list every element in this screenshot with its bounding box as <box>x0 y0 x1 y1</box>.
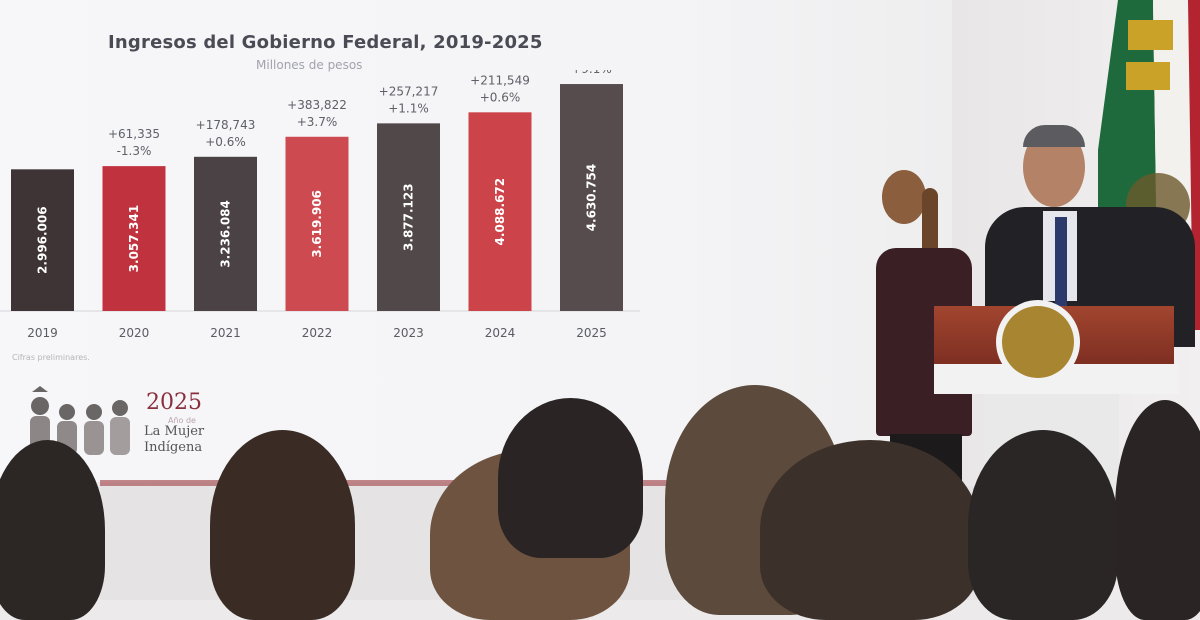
bar-2023 <box>377 123 440 311</box>
pct-change-label: +3.7% <box>297 115 338 129</box>
bar-value-label: 3.877.123 <box>402 183 416 251</box>
chart-title: Ingresos del Gobierno Federal, 2019-2025 <box>108 32 543 53</box>
audience-head <box>760 440 980 620</box>
pct-change-label: +9.1% <box>571 70 612 76</box>
bar-2025 <box>560 84 623 312</box>
audience-head <box>1115 400 1200 620</box>
bar-value-label: 4.630.754 <box>585 164 599 232</box>
x-tick-label: 2023 <box>393 326 424 340</box>
x-tick-label: 2022 <box>302 326 333 340</box>
bar-2020 <box>102 166 166 311</box>
bar-2021 <box>194 156 257 311</box>
bar-value-label: 3.619.906 <box>310 190 324 258</box>
bar-value-label: 3.057.341 <box>127 205 141 273</box>
bar-chart: 2.996.006 2019 3.057.341 2020 +61,335 -1.3% 3.… <box>0 70 640 340</box>
logo-text: La Mujer Indígena <box>144 424 204 456</box>
logo-line1: Año de <box>168 416 196 425</box>
x-tick-label: 2019 <box>27 326 58 340</box>
audience-head <box>498 398 643 558</box>
change-label: +211,549 <box>470 73 530 87</box>
projection-screen: Ingresos del Gobierno Federal, 2019-2025… <box>0 0 952 482</box>
x-tick-label: 2025 <box>576 326 607 340</box>
pct-change-label: -1.3% <box>117 144 152 158</box>
pct-change-label: +0.6% <box>480 90 521 104</box>
bar-2019 <box>11 169 74 311</box>
chart-subtitle: Millones de pesos <box>256 58 363 72</box>
change-label: +61,335 <box>108 127 160 141</box>
logo-year: 2025 <box>146 390 202 415</box>
change-label: +383,822 <box>287 98 347 112</box>
footnote: Cifras preliminares. <box>12 353 90 362</box>
bar-value-label: 3.236.084 <box>219 200 233 268</box>
x-tick-label: 2020 <box>119 326 150 340</box>
logo-line3: Indígena <box>144 440 203 455</box>
bar-2022 <box>285 136 349 311</box>
bar-2024 <box>468 112 532 311</box>
pct-change-label: +0.6% <box>205 135 246 149</box>
pct-change-label: +1.1% <box>388 101 429 115</box>
year-logo: 2025 Año de La Mujer Indígena <box>22 380 222 464</box>
change-label: +178,743 <box>196 118 256 132</box>
x-tick-label: 2024 <box>485 326 516 340</box>
audience-head <box>210 430 355 620</box>
change-label: +257,217 <box>379 84 439 98</box>
bar-value-label: 4.088.672 <box>493 178 507 246</box>
logo-line2: La Mujer <box>144 424 205 439</box>
audience-head <box>968 430 1118 620</box>
x-tick-label: 2021 <box>210 326 241 340</box>
bar-value-label: 2.996.006 <box>36 206 50 274</box>
audience-head <box>0 440 105 620</box>
